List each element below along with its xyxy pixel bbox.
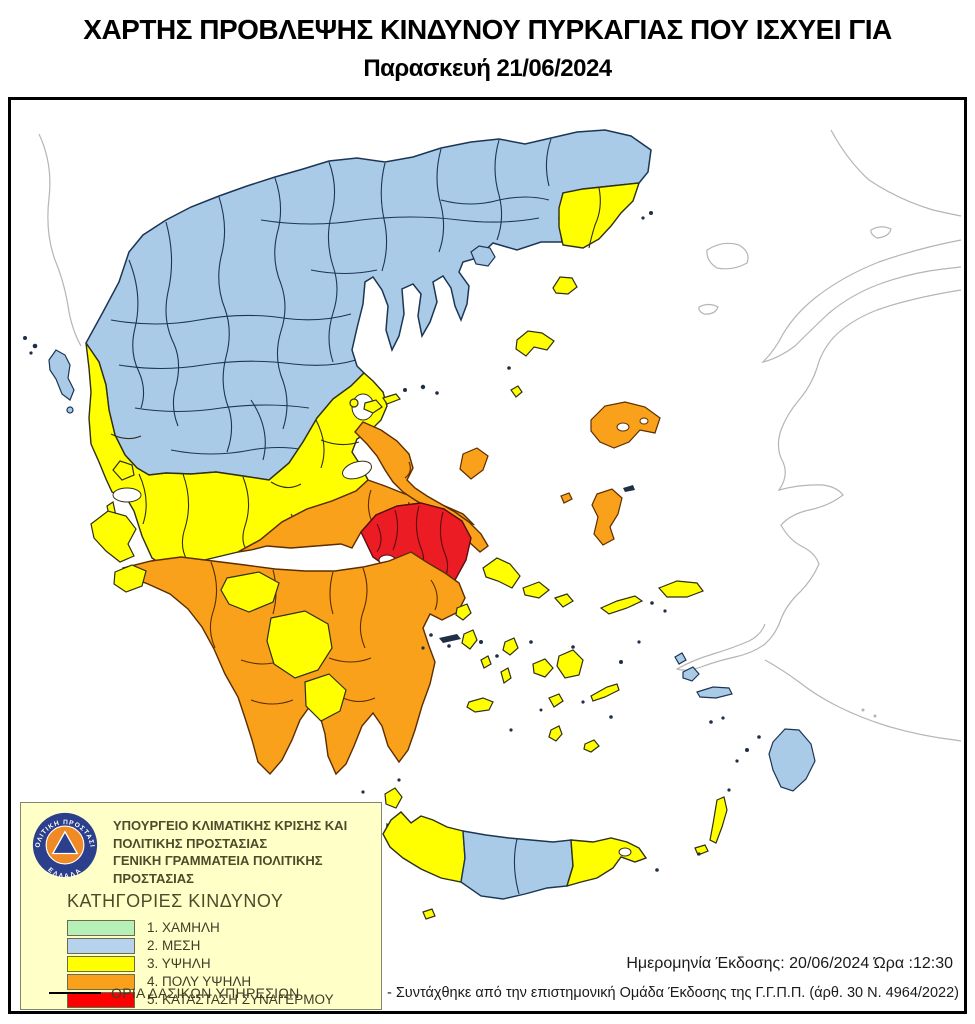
island-skyros <box>459 447 489 480</box>
island-astypalea <box>583 739 600 753</box>
island-syros <box>502 637 519 656</box>
agency-line-3: ΓΕΝΙΚΗ ΓΡΑΜΜΑΤΕΙΑ ΠΟΛΙΤΙΚΗΣ ΠΡΟΣΤΑΣΙΑΣ <box>113 853 323 886</box>
island-chios <box>591 488 623 546</box>
island-agios-efstratios <box>510 385 523 398</box>
island-thasos <box>470 245 496 267</box>
region-peloponnese-very-high <box>121 551 466 776</box>
mirabello-notch <box>618 847 632 857</box>
island-hydra <box>439 634 461 643</box>
issue-datetime: Ημερομηνία Έκδοσης: 20/06/2024 Ώρα :12:3… <box>626 955 953 972</box>
island-corfu <box>48 349 75 401</box>
boundary-label: ΟΡΙΑ ΔΑΣΙΚΩΝ ΥΠΗΡΕΣΙΩΝ <box>111 985 300 1001</box>
islands-very-high-orange <box>459 401 661 546</box>
legend-swatch-very-high <box>67 973 135 990</box>
island-kefalonia <box>90 510 137 563</box>
region-crete <box>382 811 648 900</box>
agency-line-2: ΠΟΛΙΤΙΚΗΣ ΠΡΟΣΤΑΣΙΑΣ <box>113 835 268 851</box>
island-samothrace <box>552 276 578 295</box>
island-santorini <box>548 725 563 742</box>
island-lefkada <box>112 460 135 481</box>
island-skopelos <box>363 399 383 414</box>
legend-label-very-high: 4. ΠΟΛΥ ΥΨΗΛΗ <box>147 974 252 989</box>
islands-high-yellow <box>90 276 728 920</box>
island-samos <box>657 580 704 598</box>
region-lasithi-high <box>565 837 648 888</box>
region-arcadia-high <box>266 610 333 679</box>
island-leros <box>674 652 687 665</box>
legend-label-low: 1. ΧΑΜΗΛΗ <box>147 920 220 935</box>
lesvos-gulf-notch-2 <box>639 417 649 425</box>
legend-swatch-medium <box>67 937 135 954</box>
maliakos-gulf <box>342 460 372 480</box>
island-limnos <box>515 330 555 357</box>
lesvos-gulf-notch <box>616 422 630 432</box>
island-kasos <box>694 844 709 856</box>
island-tinos <box>522 581 550 599</box>
islands-medium-blue <box>48 245 816 792</box>
agency-line-1: ΥΠΟΥΡΓΕΙΟ ΚΛΙΜΑΤΙΚΗΣ ΚΡΙΣΗΣ ΚΑΙ <box>113 818 348 833</box>
island-oinousses <box>623 485 635 492</box>
legend-heading: ΚΑΤΗΓΟΡΙΕΣ ΚΙΝΔΥΝΟΥ <box>67 891 284 911</box>
amvrakikos-gulf <box>112 487 142 503</box>
legend-item-alert: 5. ΚΑΤΑΣΤΑΣΗ ΣΥΝΑΓΕΡΜΟΥ <box>67 991 334 1008</box>
legend-item-high: 3. ΥΨΗΛΗ <box>67 955 334 972</box>
region-chania-high <box>382 811 466 883</box>
credit-note: - Συντάχθηκε από την επιστημονική Ομάδα … <box>386 985 959 1001</box>
legend-boundary-item: ΟΡΙΑ ΔΑΣΙΚΩΝ ΥΠΗΡΕΣΙΩΝ <box>49 985 300 1001</box>
island-gavdos <box>422 908 436 920</box>
legend-item-medium: 2. ΜΕΣΗ <box>67 937 334 954</box>
island-kythira <box>384 787 403 809</box>
legend-swatch-high <box>67 955 135 972</box>
triangle-icon <box>51 830 79 855</box>
legend-label-medium: 2. ΜΕΣΗ <box>147 938 201 953</box>
boundary-line-icon <box>49 992 101 994</box>
island-kalymnos <box>682 666 700 682</box>
island-sifnos <box>500 667 512 684</box>
island-kea <box>455 603 472 621</box>
agency-name: ΥΠΟΥΡΓΕΙΟ ΚΛΙΜΑΤΙΚΗΣ ΚΡΙΣΗΣ ΚΑΙ ΠΟΛΙΤΙΚΗ… <box>113 817 381 887</box>
island-ikaria <box>599 595 644 615</box>
region-ne-thrace-high <box>558 182 641 249</box>
greece-fire-risk-map <box>23 129 962 920</box>
island-milos <box>466 697 494 713</box>
region-north-greece-medium <box>85 129 652 481</box>
island-paros <box>532 658 554 678</box>
island-serifos <box>480 655 492 669</box>
legend-item-low: 1. ΧΑΜΗΛΗ <box>67 919 334 936</box>
region-achaia-mountains-high <box>220 571 280 613</box>
island-skiathos <box>349 398 359 408</box>
island-andros <box>482 557 521 589</box>
island-zakynthos <box>113 564 147 593</box>
island-kos <box>696 686 733 699</box>
island-paxos <box>66 406 74 414</box>
island-mykonos <box>553 593 574 608</box>
legend-items: 1. ΧΑΜΗΛΗ 2. ΜΕΣΗ 3. ΥΨΗΛΗ 4. ΠΟΛΥ ΥΨΗΛΗ… <box>67 919 334 1009</box>
island-ios <box>548 693 564 708</box>
island-psara <box>560 492 573 504</box>
legend-panel: ΠΟΛΙΤΙΚΗ ΠΡΟΣΤΑΣΙΑ ΕΛΛΑΔΑ ΥΠΟΥΡΓΕΙΟ ΚΛΙΜ… <box>20 802 382 1010</box>
map-valid-date: Παρασκευή 21/06/2024 <box>363 55 612 82</box>
legend-swatch-low <box>67 919 135 936</box>
prefecture-borders-north <box>110 138 552 461</box>
prefecture-borders-peloponnese <box>209 561 438 705</box>
civil-protection-logo: ΠΟΛΙΤΙΚΗ ΠΡΟΣΤΑΣΙΑ ΕΛΛΑΔΑ <box>32 812 98 879</box>
island-rhodes <box>768 728 816 792</box>
island-kythnos <box>461 629 478 650</box>
island-amorgos <box>590 683 620 702</box>
legend-label-alert: 5. ΚΑΤΑΣΤΑΣΗ ΣΥΝΑΓΕΡΜΟΥ <box>147 992 334 1007</box>
island-karpathos <box>709 796 728 844</box>
legend-label-high: 3. ΥΨΗΛΗ <box>147 956 211 971</box>
page-title: ΧΑΡΤΗΣ ΠΡΟΒΛΕΨΗΣ ΚΙΝΔΥΝΟΥ ΠΥΡΚΑΓΙΑΣ ΠΟΥ … <box>0 14 975 83</box>
small-islets <box>23 211 877 872</box>
map-title: ΧΑΡΤΗΣ ΠΡΟΒΛΕΨΗΣ ΚΙΝΔΥΝΟΥ ΠΥΡΚΑΓΙΑΣ ΠΟΥ … <box>83 14 892 45</box>
neighbor-coastlines <box>38 129 962 742</box>
legend-swatch-alert <box>67 991 135 1008</box>
island-naxos <box>556 649 584 679</box>
legend-item-very-high: 4. ΠΟΛΥ ΥΨΗΛΗ <box>67 973 334 990</box>
island-alonnisos <box>382 393 401 405</box>
region-parnonas-high <box>304 673 347 722</box>
